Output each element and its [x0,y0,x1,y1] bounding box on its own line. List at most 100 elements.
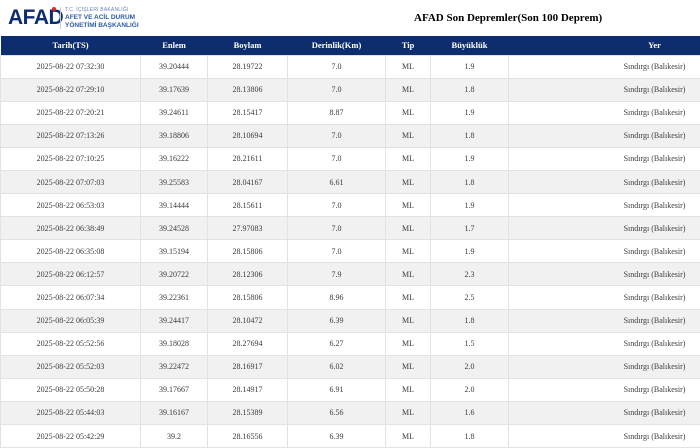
cell-depth: 6.39 [287,308,386,333]
cell-latitude: 39.18806 [140,123,208,148]
afad-logo[interactable]: AFAD [8,6,64,29]
logo-separator [60,7,61,29]
cell-latitude: 39.20444 [140,54,208,79]
column-header-magnitude: Büyüklük [430,36,509,55]
cell-magnitude: 1.8 [430,308,509,333]
cell-location: Sındırgı (Balıkesir) [508,285,700,310]
cell-location: Sındırgı (Balıkesir) [508,377,700,402]
cell-type: ML [385,331,431,356]
cell-type: ML [385,423,431,448]
column-header-latitude: Enlem [140,36,208,55]
table-row: 2025-08-22 05:44:03 39.16167 28.15389 6.56 M… [0,400,700,426]
table-row: 2025-08-22 06:53:03 39.14444 28.15611 7.0 ML… [0,193,700,218]
cell-date: 2025-08-22 07:10:25 [0,146,141,171]
cell-type: ML [385,169,431,195]
cell-magnitude: 1.9 [430,100,509,125]
column-header-date: Tarih(TS) [0,36,141,55]
cell-magnitude: 1.9 [430,193,509,218]
page-title: AFAD Son Depremler(Son 100 Deprem) [414,12,603,24]
table-row: 2025-08-22 05:42:29 39.2 28.16556 6.39 ML 1.8… [0,423,700,448]
cell-date: 2025-08-22 05:50:28 [0,377,141,402]
cell-latitude: 39.17667 [140,377,208,402]
column-header-location: Yer [508,36,700,55]
column-header-depth: Derinlik(Km) [287,36,386,55]
cell-longitude: 28.16917 [207,354,288,379]
cell-location: Sındırgı (Balıkesir) [508,193,700,218]
cell-longitude: 27.97083 [207,216,288,241]
cell-latitude: 39.24417 [140,308,208,333]
cell-longitude: 28.14917 [207,377,288,402]
cell-latitude: 39.22472 [140,354,208,379]
cell-date: 2025-08-22 05:44:03 [0,400,141,426]
cell-depth: 8.87 [287,100,386,125]
table-row: 2025-08-22 05:50:28 39.17667 28.14917 6.91 M… [0,377,700,402]
cell-type: ML [385,239,431,264]
cell-date: 2025-08-22 05:52:03 [0,354,141,379]
cell-type: ML [385,216,431,241]
earthquake-table: Tarih(TS) Enlem Boylam Derinlik(Km) Tip Büyük… [0,36,700,448]
cell-magnitude: 2.5 [430,285,509,310]
table-row: 2025-08-22 07:13:26 39.18806 28.10694 7.0 ML… [0,123,700,148]
cell-depth: 6.91 [287,377,386,402]
cell-magnitude: 1.8 [430,77,509,102]
cell-latitude: 39.16222 [140,146,208,171]
cell-depth: 7.0 [287,216,386,241]
cell-latitude: 39.18028 [140,331,208,356]
cell-magnitude: 1.9 [430,239,509,264]
column-header-longitude: Boylam [207,36,288,55]
ministry-text-block: T.C. İÇİŞLERİ BAKANLIĞI AFET VE ACİL DUR… [65,7,139,30]
table-row: 2025-08-22 06:12:57 39.20722 28.12306 7.9 ML… [0,262,700,287]
cell-depth: 7.0 [287,123,386,148]
cell-magnitude: 1.8 [430,169,509,195]
cell-location: Sındırgı (Balıkesir) [508,54,700,79]
cell-date: 2025-08-22 07:32:30 [0,54,141,79]
cell-date: 2025-08-22 07:07:03 [0,169,141,195]
ministry-line-3: YÖNETİMİ BAŞKANLIĞI [65,22,139,29]
cell-depth: 7.0 [287,77,386,102]
cell-location: Sındırgı (Balıkesir) [508,239,700,264]
cell-depth: 6.27 [287,331,386,356]
cell-latitude: 39.24528 [140,216,208,241]
cell-location: Sındırgı (Balıkesir) [508,354,700,379]
table-row: 2025-08-22 05:52:56 39.18028 28.27694 6.27 M… [0,331,700,356]
cell-type: ML [385,146,431,171]
table-row: 2025-08-22 05:52:03 39.22472 28.16917 6.02 M… [0,354,700,379]
earthquake-table-viewport: Tarih(TS) Enlem Boylam Derinlik(Km) Tip Büyük… [0,36,700,448]
cell-location: Sındırgı (Balıkesir) [508,123,700,148]
cell-type: ML [385,54,431,79]
site-header: AFAD T.C. İÇİŞLERİ BAKANLIĞI AFET VE ACİ… [0,0,700,36]
cell-latitude: 39.15194 [140,239,208,264]
cell-magnitude: 1.7 [430,216,509,241]
cell-longitude: 28.15417 [207,100,288,125]
cell-depth: 6.39 [287,423,386,448]
cell-longitude: 28.27694 [207,331,288,356]
cell-type: ML [385,400,431,426]
cell-longitude: 28.19722 [207,54,288,79]
cell-type: ML [385,377,431,402]
table-row: 2025-08-22 07:07:03 39.25583 28.04167 6.61 M… [0,169,700,195]
cell-depth: 7.9 [287,262,386,287]
table-row: 2025-08-22 07:20:21 39.24611 28.15417 8.87 M… [0,100,700,125]
cell-date: 2025-08-22 05:52:56 [0,331,141,356]
cell-date: 2025-08-22 06:12:57 [0,262,141,287]
cell-latitude: 39.20722 [140,262,208,287]
cell-date: 2025-08-22 06:53:03 [0,193,141,218]
cell-date: 2025-08-22 07:20:21 [0,100,141,125]
cell-magnitude: 1.5 [430,331,509,356]
cell-longitude: 28.16556 [207,423,288,448]
cell-depth: 6.61 [287,169,386,195]
cell-depth: 7.0 [287,193,386,218]
cell-date: 2025-08-22 06:07:34 [0,285,141,310]
cell-magnitude: 1.9 [430,54,509,79]
cell-magnitude: 2.0 [430,377,509,402]
cell-magnitude: 2.0 [430,354,509,379]
cell-longitude: 28.10694 [207,123,288,148]
table-row: 2025-08-22 06:05:39 39.24417 28.10472 6.39 M… [0,308,700,333]
ministry-line-2: AFET VE ACİL DURUM [65,14,136,21]
cell-depth: 6.02 [287,354,386,379]
cell-location: Sındırgı (Balıkesir) [508,400,700,426]
cell-magnitude: 2.3 [430,262,509,287]
cell-depth: 7.0 [287,146,386,171]
cell-location: Sındırgı (Balıkesir) [508,216,700,241]
cell-location: Sındırgı (Balıkesir) [508,308,700,333]
